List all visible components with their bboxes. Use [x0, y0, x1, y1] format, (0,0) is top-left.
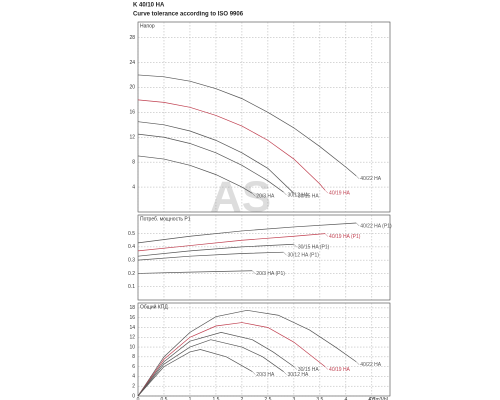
label-leader	[293, 193, 298, 197]
y-tick-label: 4	[132, 184, 135, 190]
label-leader	[324, 233, 329, 237]
series-line	[137, 243, 294, 257]
label-leader	[324, 190, 329, 194]
watermark: AS	[210, 173, 271, 222]
label-leader	[356, 361, 360, 365]
y-axis-label: Потреб. мощность P1	[140, 216, 191, 222]
series-label: 30/15 HA (P1)	[298, 245, 330, 251]
y-tick-label: 16	[129, 315, 135, 321]
series-line	[137, 349, 253, 397]
series-line	[137, 251, 284, 261]
series-label: 40/22 HA	[360, 176, 382, 182]
x-tick-label: 3	[292, 397, 295, 400]
series-line	[137, 155, 253, 194]
series-line	[137, 233, 326, 252]
y-tick-label: 2	[132, 384, 135, 390]
label-leader	[283, 371, 287, 375]
series-label: 40/19 HA	[329, 191, 351, 197]
x-tick-label: 0.5	[161, 397, 168, 400]
y-tick-label: 24	[129, 60, 135, 66]
y-axis-label: Общий КПД	[140, 303, 168, 310]
series-label: 20/3 HA	[256, 372, 275, 378]
label-leader	[283, 252, 287, 256]
y-tick-label: 10	[129, 344, 135, 350]
y-tick-label: 0.3	[128, 257, 135, 263]
y-tick-label: 0	[132, 393, 135, 399]
series-line	[137, 74, 357, 177]
x-tick-label: 0	[137, 397, 140, 400]
series-label: 40/22 HA	[360, 362, 382, 368]
y-tick-label: 0.5	[128, 231, 135, 237]
label-leader	[293, 366, 298, 370]
series-line	[137, 121, 295, 194]
series-line	[137, 270, 253, 274]
series-label: 30/15 HA	[298, 367, 320, 373]
series-line	[137, 322, 326, 397]
x-tick-label: 2.5	[264, 397, 271, 400]
y-tick-label: 0.2	[128, 271, 135, 277]
y-tick-label: 6	[132, 364, 135, 370]
x-tick-label: 1	[189, 397, 192, 400]
series-line	[137, 339, 284, 397]
y-tick-label: 0.4	[128, 244, 135, 250]
chart-title: K 40/10 HA	[133, 3, 165, 9]
label-leader	[324, 366, 329, 370]
plot-frame	[137, 21, 391, 213]
series-line	[137, 133, 284, 193]
series-line	[137, 222, 357, 244]
series-label: 40/19 HA (P1)	[329, 234, 361, 240]
x-tick-label: 3.5	[316, 397, 323, 400]
series-label: 30/12 HA (P1)	[287, 253, 319, 259]
y-tick-label: 18	[129, 305, 135, 311]
x-tick-label: 2	[241, 397, 244, 400]
y-tick-label: 20	[129, 85, 135, 91]
label-leader	[356, 175, 360, 180]
y-tick-label: 8	[132, 354, 135, 360]
label-leader	[252, 371, 256, 375]
label-leader	[293, 244, 298, 248]
y-tick-label: 4	[132, 374, 135, 380]
series-line	[137, 309, 357, 397]
series-line	[137, 99, 326, 191]
series-label: 30/12 HA	[287, 372, 309, 378]
series-label: 40/19 HA	[329, 367, 351, 373]
chart-subtitle: Curve tolerance according to ISO 9906	[133, 12, 244, 18]
label-leader	[283, 191, 287, 196]
y-tick-label: 12	[129, 135, 135, 141]
x-axis-label: Q [m3/h]	[369, 397, 389, 400]
series-label: 40/22 HA (P1)	[360, 223, 392, 229]
series-label: 30/12 HA	[287, 192, 309, 198]
y-tick-label: 16	[129, 110, 135, 116]
y-tick-label: 14	[129, 325, 135, 331]
y-axis-label: Напор	[140, 23, 155, 29]
y-tick-label: 8	[132, 159, 135, 165]
y-tick-label: 0.1	[128, 284, 135, 290]
label-leader	[252, 270, 256, 274]
label-leader	[252, 193, 256, 197]
label-leader	[356, 222, 360, 227]
series-label: 20/3 HA (P1)	[256, 271, 285, 277]
series-line	[137, 332, 295, 397]
y-tick-label: 28	[129, 35, 135, 41]
x-tick-label: 4	[344, 397, 347, 400]
series-label: 30/15 HA	[298, 194, 320, 200]
x-tick-label: 4.5	[368, 397, 375, 400]
y-tick-label: 12	[129, 335, 135, 341]
x-tick-label: 1.5	[212, 397, 219, 400]
series-label: 20/3 HA	[256, 194, 275, 200]
